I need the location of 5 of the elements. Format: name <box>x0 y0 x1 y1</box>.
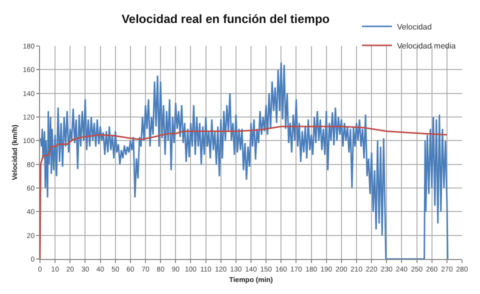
legend-label: Velocidad <box>397 22 432 32</box>
legend-label: Velocidad media <box>397 42 456 51</box>
line-series <box>40 62 448 259</box>
chart-title: Velocidad real en función del tiempo <box>122 12 330 26</box>
line-series <box>40 126 448 259</box>
